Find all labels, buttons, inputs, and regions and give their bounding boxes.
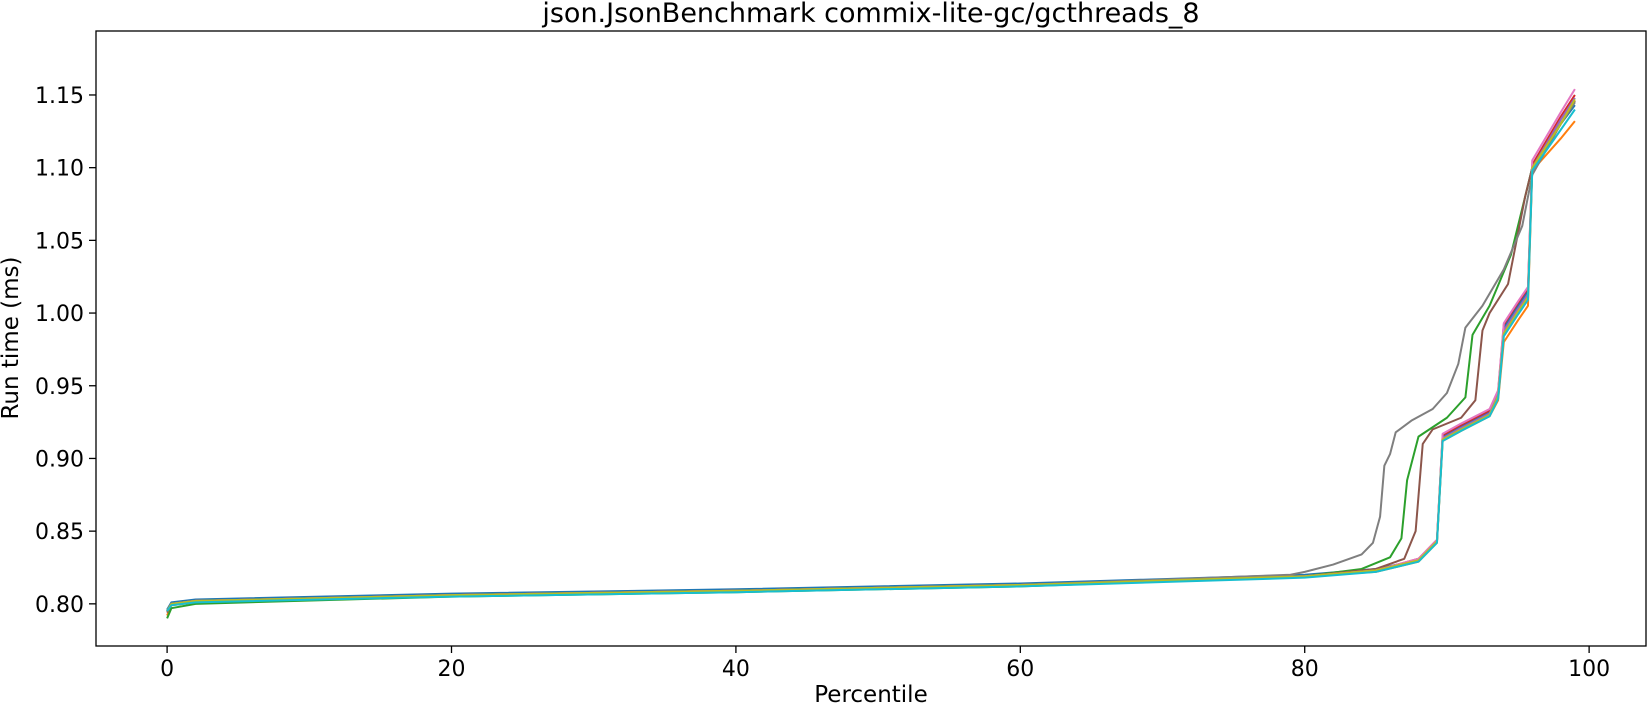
y-axis-ticks: 0.80 0.85 0.90 0.95 1.00 1.05 1.10 1.15	[35, 84, 96, 618]
y-tick-label: 1.10	[35, 157, 84, 182]
series-line-2	[166, 120, 1576, 616]
x-tick-label: 100	[1568, 657, 1610, 682]
series-layer	[166, 88, 1576, 619]
y-tick-label: 1.00	[35, 302, 84, 327]
x-tick-label: 40	[722, 657, 750, 682]
x-axis-label: Percentile	[814, 682, 927, 708]
series-line-3	[166, 101, 1576, 619]
series-line-7	[166, 88, 1576, 612]
series-line-9	[166, 98, 1576, 612]
series-line-1	[166, 104, 1576, 611]
x-tick-label: 20	[438, 657, 466, 682]
series-line-4	[166, 94, 1576, 612]
y-axis-label: Run time (ms)	[0, 256, 24, 419]
y-tick-label: 0.80	[35, 593, 84, 618]
x-tick-label: 0	[160, 657, 174, 682]
x-tick-label: 80	[1291, 657, 1319, 682]
series-line-6	[166, 100, 1576, 613]
plot-area-frame	[95, 30, 1647, 647]
chart-title: json.JsonBenchmark commix-lite-gc/gcthre…	[541, 0, 1199, 29]
series-line-8	[166, 101, 1576, 612]
x-tick-label: 60	[1006, 657, 1034, 682]
y-tick-label: 1.05	[35, 229, 84, 254]
y-tick-label: 0.95	[35, 375, 84, 400]
series-line-5	[166, 97, 1576, 612]
y-tick-label: 0.85	[35, 520, 84, 545]
y-tick-label: 1.15	[35, 84, 84, 109]
series-line-10	[166, 108, 1576, 612]
y-tick-label: 0.90	[35, 447, 84, 472]
x-axis-ticks: 0 20 40 60 80 100	[160, 646, 1610, 682]
